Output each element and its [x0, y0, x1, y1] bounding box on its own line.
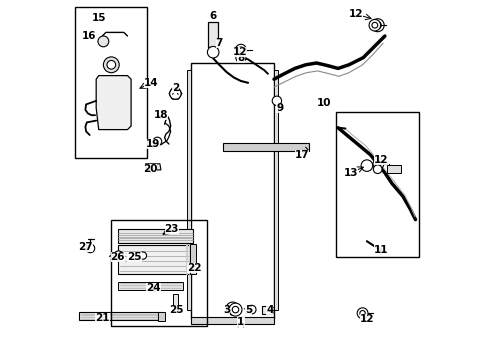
Bar [208, 22, 218, 47]
Bar [79, 312, 162, 320]
Text: 19: 19 [145, 139, 160, 149]
Bar [386, 165, 400, 173]
Circle shape [114, 251, 123, 260]
Circle shape [356, 308, 367, 319]
Circle shape [98, 36, 108, 47]
Bar [336, 112, 418, 257]
Text: 1: 1 [237, 317, 244, 327]
Text: 11: 11 [373, 245, 388, 255]
Text: 6: 6 [209, 11, 216, 21]
Circle shape [225, 302, 239, 315]
Text: 8: 8 [237, 53, 244, 63]
Text: 14: 14 [143, 78, 158, 88]
Circle shape [139, 252, 146, 259]
Text: 26: 26 [110, 252, 125, 262]
Circle shape [207, 46, 219, 58]
Circle shape [107, 60, 115, 69]
Circle shape [372, 158, 383, 169]
Bar [223, 143, 309, 151]
Bar [118, 229, 193, 243]
Bar [118, 282, 182, 290]
Bar [191, 317, 273, 324]
Circle shape [373, 22, 381, 29]
Circle shape [361, 160, 372, 171]
Text: 25: 25 [168, 305, 183, 315]
Circle shape [373, 165, 381, 174]
Circle shape [228, 303, 242, 316]
Bar [118, 245, 193, 274]
Text: 27: 27 [78, 242, 93, 252]
Text: 9: 9 [276, 103, 283, 113]
Bar [111, 220, 206, 326]
Bar [261, 306, 271, 314]
Text: 20: 20 [142, 164, 157, 174]
Circle shape [235, 53, 245, 63]
Text: 23: 23 [164, 224, 179, 234]
Text: 17: 17 [294, 150, 309, 160]
Circle shape [232, 306, 238, 313]
Circle shape [169, 88, 181, 99]
Polygon shape [145, 164, 161, 170]
Polygon shape [96, 76, 131, 130]
Text: 7: 7 [215, 38, 223, 48]
Circle shape [103, 57, 119, 73]
Circle shape [153, 137, 162, 146]
Text: 10: 10 [316, 98, 330, 108]
Text: 15: 15 [92, 13, 106, 23]
Text: 12: 12 [359, 314, 373, 324]
Bar [172, 294, 178, 305]
Bar [75, 7, 147, 158]
Circle shape [238, 47, 243, 53]
Text: 24: 24 [146, 283, 161, 293]
Text: 21: 21 [95, 312, 109, 323]
Circle shape [368, 19, 380, 31]
Bar [158, 312, 164, 321]
Text: 25: 25 [127, 252, 142, 262]
Circle shape [86, 244, 95, 253]
Circle shape [370, 19, 384, 32]
Text: 5: 5 [244, 305, 252, 315]
Text: 2: 2 [171, 83, 179, 93]
Circle shape [371, 22, 377, 28]
Text: 18: 18 [153, 110, 168, 120]
Circle shape [375, 161, 380, 166]
Text: 12: 12 [232, 47, 247, 57]
Circle shape [272, 96, 281, 105]
Bar [191, 63, 273, 318]
Text: 4: 4 [265, 305, 273, 315]
Circle shape [247, 305, 256, 314]
Text: 12: 12 [348, 9, 363, 19]
Circle shape [235, 44, 246, 55]
Bar [189, 244, 196, 274]
Text: 12: 12 [373, 155, 388, 165]
Text: 13: 13 [343, 168, 357, 178]
Text: 3: 3 [223, 305, 230, 315]
Circle shape [359, 310, 365, 316]
Text: 22: 22 [186, 263, 201, 273]
Bar [186, 70, 191, 310]
Bar [273, 70, 278, 310]
Text: 16: 16 [81, 31, 96, 41]
